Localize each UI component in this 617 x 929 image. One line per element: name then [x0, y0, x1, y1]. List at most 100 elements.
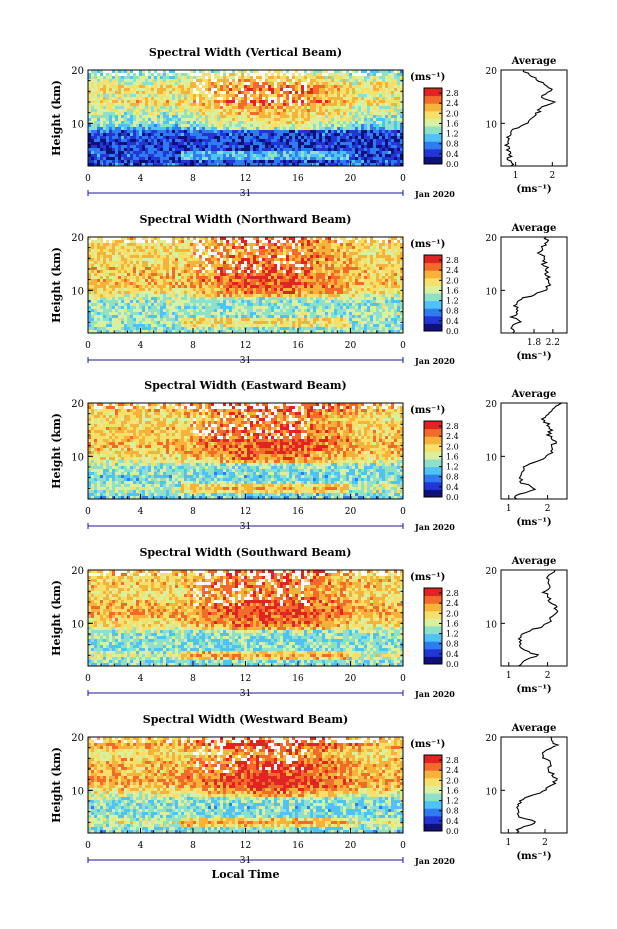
- heatmap-cell: [289, 139, 293, 143]
- heatmap-cell: [262, 73, 266, 77]
- heatmap-cell: [364, 154, 368, 158]
- heatmap-cell: [100, 97, 104, 101]
- heatmap-cell: [280, 255, 284, 259]
- heatmap-cell: [280, 103, 284, 107]
- heatmap-cell: [265, 243, 269, 247]
- heatmap-cell: [178, 252, 182, 256]
- heatmap-cell: [316, 118, 320, 122]
- heatmap-cell: [385, 100, 389, 104]
- heatmap-cell: [169, 264, 173, 268]
- heatmap-cell: [193, 103, 197, 107]
- heatmap-cell: [139, 115, 143, 119]
- heatmap-cell: [289, 270, 293, 274]
- heatmap-cell: [148, 142, 152, 146]
- heatmap-cell: [247, 264, 251, 268]
- heatmap-cell: [310, 246, 314, 250]
- heatmap-cell: [124, 240, 128, 244]
- heatmap-cell: [316, 97, 320, 101]
- heatmap-cell: [106, 124, 110, 128]
- heatmap-cell: [346, 264, 350, 268]
- heatmap-cell: [313, 255, 317, 259]
- heatmap-cell: [328, 97, 332, 101]
- x-tick-label: 0: [85, 174, 91, 184]
- heatmap-cell: [136, 88, 140, 92]
- heatmap-cell: [166, 112, 170, 116]
- heatmap-cell: [235, 136, 239, 140]
- heatmap-cell: [229, 267, 233, 271]
- heatmap-cell: [142, 160, 146, 164]
- heatmap-cell: [292, 261, 296, 265]
- colorbar-swatch: [424, 95, 442, 104]
- heatmap-cell: [268, 157, 272, 161]
- heatmap-cell: [280, 133, 284, 137]
- heatmap-cell: [190, 249, 194, 253]
- heatmap-cell: [292, 249, 296, 253]
- heatmap-cell: [349, 73, 353, 77]
- heatmap-cell: [193, 85, 197, 89]
- heatmap-cell: [214, 148, 218, 152]
- heatmap-cell: [145, 154, 149, 158]
- heatmap-cell: [229, 249, 233, 253]
- heatmap-cell: [367, 94, 371, 98]
- heatmap-cell: [259, 103, 263, 107]
- heatmap-cell: [196, 240, 200, 244]
- heatmap-cell: [193, 139, 197, 143]
- heatmap-cell: [319, 249, 323, 253]
- heatmap-cell: [124, 76, 128, 80]
- heatmap-cell: [370, 252, 374, 256]
- heatmap-cell: [316, 133, 320, 137]
- heatmap-cell: [211, 154, 215, 158]
- heatmap-cell: [394, 246, 398, 250]
- heatmap-cell: [331, 85, 335, 89]
- heatmap-cell: [127, 100, 131, 104]
- heatmap-cell: [253, 136, 257, 140]
- heatmap-cell: [229, 109, 233, 113]
- heatmap-cell: [154, 103, 158, 107]
- heatmap-cell: [145, 157, 149, 161]
- heatmap-cell: [340, 82, 344, 86]
- heatmap-cell: [172, 270, 176, 274]
- heatmap-cell: [229, 237, 233, 241]
- heatmap-cell: [331, 273, 335, 277]
- heatmap-cell: [109, 151, 113, 155]
- heatmap-cell: [298, 103, 302, 107]
- heatmap-cell: [250, 279, 254, 283]
- heatmap-cell: [106, 88, 110, 92]
- heatmap-cell: [391, 73, 395, 77]
- heatmap-cell: [247, 133, 251, 137]
- heatmap-cell: [343, 160, 347, 164]
- heatmap-cell: [175, 70, 179, 74]
- heatmap-cell: [379, 88, 383, 92]
- heatmap-cell: [229, 276, 233, 280]
- heatmap-cell: [232, 261, 236, 265]
- heatmap-cell: [397, 151, 401, 155]
- heatmap-cell: [157, 255, 161, 259]
- heatmap-cell: [238, 249, 242, 253]
- heatmap-cell: [187, 160, 191, 164]
- heatmap-cell: [151, 85, 155, 89]
- heatmap-cell: [217, 85, 221, 89]
- heatmap-cell: [346, 106, 350, 110]
- heatmap-cell: [211, 109, 215, 113]
- heatmap-cell: [292, 243, 296, 247]
- heatmap-cell: [397, 160, 401, 164]
- heatmap-cell: [259, 258, 263, 262]
- heatmap-cell: [241, 118, 245, 122]
- heatmap-cell: [154, 76, 158, 80]
- heatmap-cell: [256, 118, 260, 122]
- heatmap-cell: [376, 103, 380, 107]
- heatmap-cell: [319, 94, 323, 98]
- heatmap-cell: [394, 154, 398, 158]
- heatmap-cell: [127, 94, 131, 98]
- heatmap-cell: [202, 109, 206, 113]
- heatmap-cell: [355, 136, 359, 140]
- heatmap-cell: [121, 252, 125, 256]
- heatmap-cell: [310, 100, 314, 104]
- heatmap-cell: [265, 255, 269, 259]
- heatmap-cell: [349, 249, 353, 253]
- heatmap-cell: [115, 79, 119, 83]
- heatmap-cell: [211, 145, 215, 149]
- heatmap-cell: [280, 76, 284, 80]
- heatmap-cell: [259, 88, 263, 92]
- heatmap-cell: [391, 142, 395, 146]
